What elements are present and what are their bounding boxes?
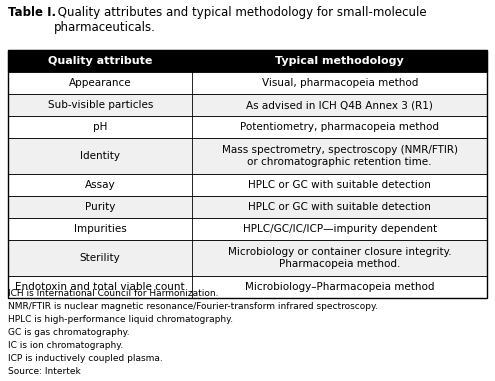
- Bar: [8, 116, 487, 138]
- Bar: [8, 240, 487, 276]
- Text: Source: Intertek: Source: Intertek: [8, 367, 81, 376]
- Text: Purity: Purity: [85, 202, 115, 212]
- Text: Assay: Assay: [85, 180, 115, 190]
- Text: Typical methodology: Typical methodology: [275, 56, 404, 66]
- Text: HPLC/GC/IC/ICP—impurity dependent: HPLC/GC/IC/ICP—impurity dependent: [243, 224, 437, 234]
- Text: Potentiometry, pharmacopeia method: Potentiometry, pharmacopeia method: [240, 122, 439, 132]
- Text: ICP is inductively coupled plasma.: ICP is inductively coupled plasma.: [8, 354, 163, 363]
- Bar: [8, 218, 487, 240]
- Text: As advised in ICH Q4B Annex 3 (R1): As advised in ICH Q4B Annex 3 (R1): [247, 100, 433, 110]
- Text: Appearance: Appearance: [69, 78, 132, 88]
- Text: HPLC is high-performance liquid chromatography.: HPLC is high-performance liquid chromato…: [8, 315, 233, 324]
- Text: IC is ion chromatography.: IC is ion chromatography.: [8, 341, 123, 350]
- Bar: [8, 138, 487, 174]
- Bar: [8, 50, 487, 298]
- Text: GC is gas chromatography.: GC is gas chromatography.: [8, 328, 130, 337]
- Text: Impurities: Impurities: [74, 224, 127, 234]
- Bar: [8, 196, 487, 218]
- Text: ICH is International Council for Harmonization.: ICH is International Council for Harmoni…: [8, 289, 218, 298]
- Text: Endotoxin and total viable count: Endotoxin and total viable count: [15, 282, 185, 292]
- Text: HPLC or GC with suitable detection: HPLC or GC with suitable detection: [248, 180, 431, 190]
- Text: Quality attribute: Quality attribute: [48, 56, 152, 66]
- Text: pH: pH: [93, 122, 107, 132]
- Bar: [8, 94, 487, 116]
- Bar: [8, 276, 487, 298]
- Text: HPLC or GC with suitable detection: HPLC or GC with suitable detection: [248, 202, 431, 212]
- Text: Sub-visible particles: Sub-visible particles: [48, 100, 153, 110]
- Text: Quality attributes and typical methodology for small-molecule
pharmaceuticals.: Quality attributes and typical methodolo…: [54, 6, 427, 34]
- Text: Microbiology or container closure integrity.
Pharmacopeia method.: Microbiology or container closure integr…: [228, 247, 451, 269]
- Text: Mass spectrometry, spectroscopy (NMR/FTIR)
or chromatographic retention time.: Mass spectrometry, spectroscopy (NMR/FTI…: [222, 145, 458, 167]
- Text: Table I.: Table I.: [8, 6, 56, 19]
- Text: Visual, pharmacopeia method: Visual, pharmacopeia method: [261, 78, 418, 88]
- Text: Identity: Identity: [80, 151, 120, 161]
- Text: Microbiology–Pharmacopeia method: Microbiology–Pharmacopeia method: [245, 282, 435, 292]
- Text: Sterility: Sterility: [80, 253, 121, 263]
- Bar: [8, 174, 487, 196]
- Text: NMR/FTIR is nuclear magnetic resonance/Fourier-transform infrared spectroscopy.: NMR/FTIR is nuclear magnetic resonance/F…: [8, 302, 378, 311]
- Bar: [8, 50, 487, 72]
- Bar: [8, 72, 487, 94]
